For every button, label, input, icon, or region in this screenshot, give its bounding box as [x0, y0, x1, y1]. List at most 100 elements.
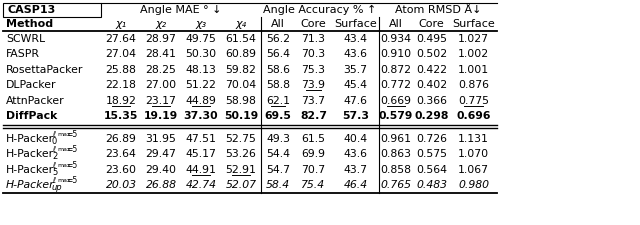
Text: 26.88: 26.88 [145, 180, 177, 190]
Text: 50.19: 50.19 [224, 111, 258, 121]
Text: 18.92: 18.92 [106, 96, 136, 106]
Text: 28.97: 28.97 [145, 34, 177, 44]
Text: 58.8: 58.8 [266, 80, 290, 90]
Text: 1.002: 1.002 [458, 49, 489, 59]
Text: Surface: Surface [452, 19, 495, 29]
Text: 0.483: 0.483 [416, 180, 447, 190]
Text: 59.82: 59.82 [225, 65, 257, 75]
Text: 0.910: 0.910 [380, 49, 412, 59]
Text: 73.7: 73.7 [301, 96, 326, 106]
Text: 52.75: 52.75 [225, 134, 257, 144]
Text: 0.422: 0.422 [416, 65, 447, 75]
Text: 45.17: 45.17 [186, 149, 216, 159]
Text: 48.13: 48.13 [186, 65, 216, 75]
Text: up: up [52, 183, 63, 192]
Text: ℓ: ℓ [52, 130, 55, 139]
Text: 53.26: 53.26 [225, 149, 257, 159]
Text: Angle MAE ° ↓: Angle MAE ° ↓ [140, 5, 221, 15]
Text: All: All [271, 19, 285, 29]
Text: 1.131: 1.131 [458, 134, 489, 144]
Text: 42.74: 42.74 [186, 180, 216, 190]
Text: 47.51: 47.51 [186, 134, 216, 144]
Text: RosettaPacker: RosettaPacker [6, 65, 83, 75]
Text: 44.89: 44.89 [186, 96, 216, 106]
Text: 40.4: 40.4 [344, 134, 367, 144]
Text: 0.775: 0.775 [458, 96, 489, 106]
Text: 23.60: 23.60 [106, 165, 136, 175]
Text: SCWRL: SCWRL [6, 34, 45, 44]
Text: 43.4: 43.4 [344, 34, 367, 44]
Text: 58.98: 58.98 [225, 96, 257, 106]
Text: 44.91: 44.91 [186, 165, 216, 175]
Text: 73.9: 73.9 [301, 80, 326, 90]
Text: 0.366: 0.366 [416, 96, 447, 106]
Text: 0.876: 0.876 [458, 80, 489, 90]
Text: max: max [57, 178, 71, 183]
Text: 0.669: 0.669 [381, 96, 412, 106]
Text: ℓ: ℓ [52, 145, 55, 154]
Text: 5: 5 [52, 168, 57, 177]
Text: 22.18: 22.18 [106, 80, 136, 90]
Text: 61.5: 61.5 [301, 134, 326, 144]
Text: 28.41: 28.41 [145, 49, 177, 59]
Text: 27.00: 27.00 [145, 80, 177, 90]
Text: 57.3: 57.3 [342, 111, 369, 121]
Text: H-Packer: H-Packer [6, 149, 54, 159]
Text: 26.89: 26.89 [106, 134, 136, 144]
Text: 29.40: 29.40 [145, 165, 177, 175]
Text: 62.1: 62.1 [266, 96, 290, 106]
Text: =5: =5 [66, 130, 77, 139]
Text: =5: =5 [66, 176, 77, 185]
Text: 58.6: 58.6 [266, 65, 290, 75]
Text: max: max [57, 132, 71, 137]
Text: 51.22: 51.22 [186, 80, 216, 90]
Text: 58.4: 58.4 [266, 180, 290, 190]
Text: 0.575: 0.575 [416, 149, 447, 159]
Text: χ₂: χ₂ [156, 19, 166, 29]
Text: Core: Core [419, 19, 444, 29]
Text: H-Packer: H-Packer [6, 180, 54, 190]
Text: Atom RMSD Å↓: Atom RMSD Å↓ [395, 5, 481, 15]
Text: All: All [389, 19, 403, 29]
Text: 25.88: 25.88 [106, 65, 136, 75]
Text: 37.30: 37.30 [184, 111, 218, 121]
Text: 46.4: 46.4 [344, 180, 367, 190]
Text: 54.7: 54.7 [266, 165, 290, 175]
Text: 56.4: 56.4 [266, 49, 290, 59]
Text: 0.502: 0.502 [416, 49, 447, 59]
Text: Method: Method [6, 19, 53, 29]
Text: χ₁: χ₁ [115, 19, 127, 29]
Text: 75.4: 75.4 [301, 180, 326, 190]
Text: 0.863: 0.863 [381, 149, 412, 159]
Text: H-Packer: H-Packer [6, 165, 54, 175]
Text: 54.4: 54.4 [266, 149, 290, 159]
Text: Core: Core [301, 19, 326, 29]
Text: 0.765: 0.765 [381, 180, 412, 190]
Text: 0.402: 0.402 [416, 80, 447, 90]
Text: 0.858: 0.858 [381, 165, 412, 175]
Text: 43.6: 43.6 [344, 49, 367, 59]
Text: 61.54: 61.54 [225, 34, 257, 44]
Text: 43.7: 43.7 [344, 165, 367, 175]
Text: 19.19: 19.19 [144, 111, 178, 121]
Text: 1.027: 1.027 [458, 34, 489, 44]
Text: 27.04: 27.04 [106, 49, 136, 59]
Text: 27.64: 27.64 [106, 34, 136, 44]
Bar [3, 3, 101, 17]
Text: DLPacker: DLPacker [6, 80, 56, 90]
Text: 49.3: 49.3 [266, 134, 290, 144]
Text: 82.7: 82.7 [300, 111, 327, 121]
Text: 47.6: 47.6 [344, 96, 367, 106]
Text: 52.91: 52.91 [225, 165, 257, 175]
Text: Surface: Surface [334, 19, 377, 29]
Text: 0.495: 0.495 [416, 34, 447, 44]
Text: ℓ: ℓ [52, 176, 55, 185]
Text: χ₄: χ₄ [236, 19, 246, 29]
Text: AttnPacker: AttnPacker [6, 96, 65, 106]
Text: FASPR: FASPR [6, 49, 40, 59]
Text: 20.03: 20.03 [106, 180, 136, 190]
Text: 0.772: 0.772 [381, 80, 412, 90]
Text: 0.564: 0.564 [416, 165, 447, 175]
Text: CASP13: CASP13 [7, 5, 55, 15]
Text: 29.47: 29.47 [145, 149, 177, 159]
